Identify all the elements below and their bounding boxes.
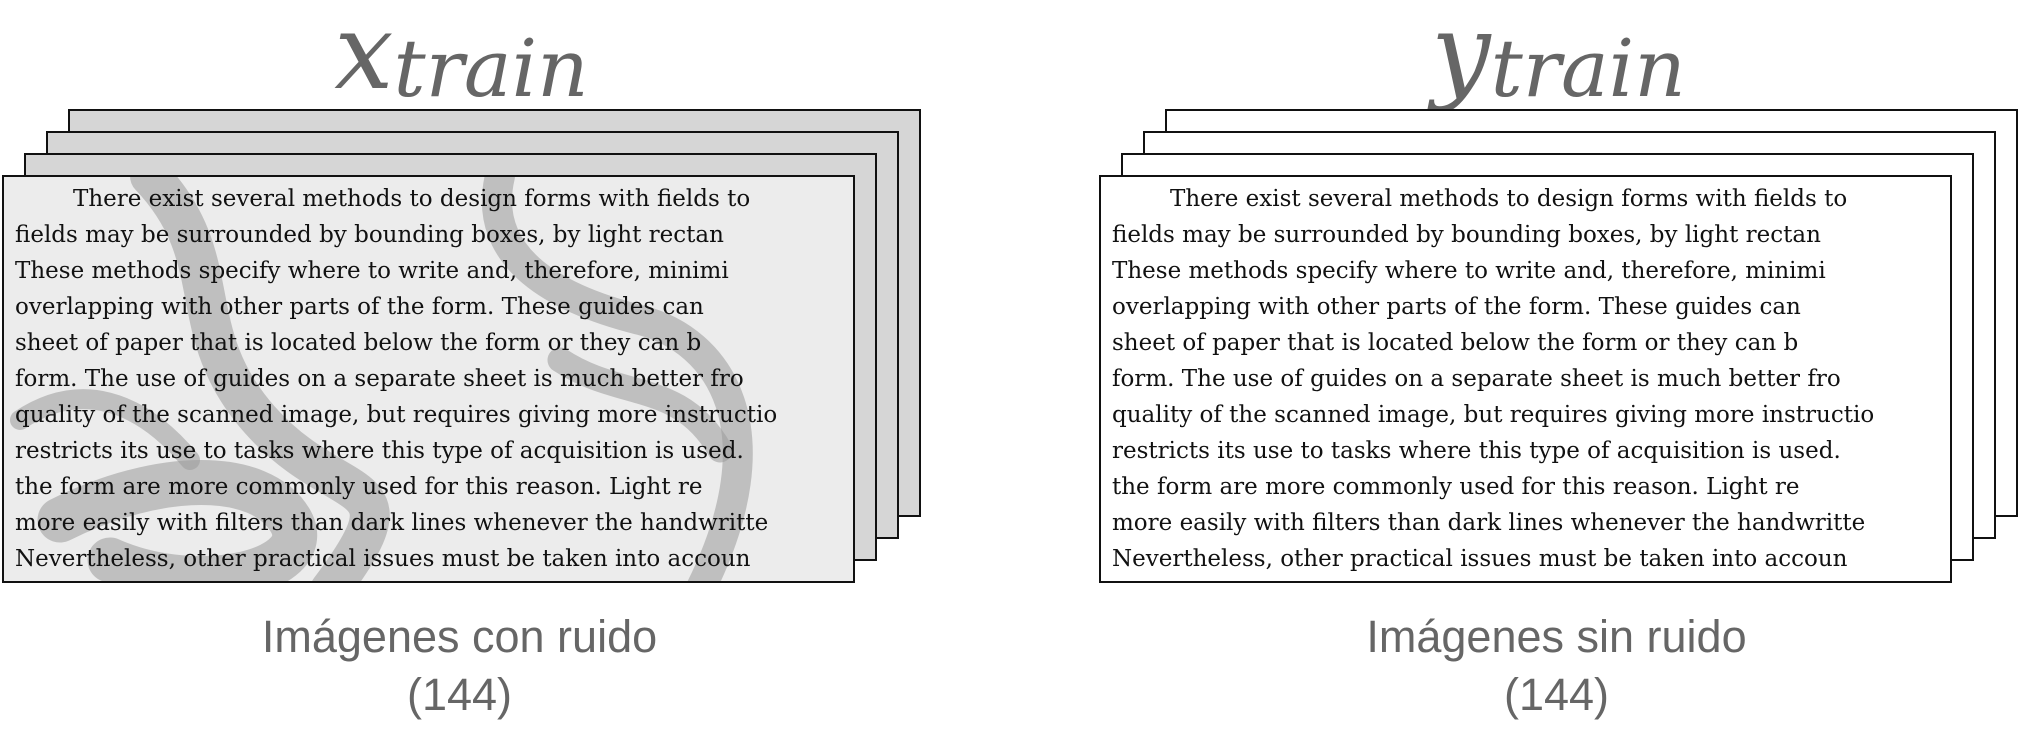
- text-line: fields may be surrounded by bounding box…: [1112, 222, 1821, 248]
- text-line: restricts its use to tasks where this ty…: [1112, 438, 1841, 464]
- text-line: more easily with filters than dark lines…: [15, 510, 768, 536]
- page-content: There exist several methods to design fo…: [10, 176, 777, 582]
- title-variable: x: [334, 0, 393, 113]
- text-line: form. The use of guides on a separate sh…: [15, 366, 744, 392]
- text-line: sheet of paper that is located below the…: [1112, 330, 1798, 356]
- panel: ytrain There exist several methods to des…: [1099, 0, 2018, 720]
- text-line: Nevertheless, other practical issues mus…: [1112, 546, 1848, 572]
- text-line: more easily with filters than dark lines…: [1112, 510, 1865, 536]
- title-subscript: train: [1491, 22, 1686, 115]
- text-line: These methods specify where to write and…: [1112, 258, 1826, 284]
- panel: xtrain There exist several methods to des…: [2, 0, 921, 720]
- page-front-border: [2, 175, 855, 583]
- text-line: overlapping with other parts of the form…: [1112, 294, 1801, 320]
- page-content: There exist several methods to design fo…: [1112, 186, 1874, 572]
- title-variable: y: [1427, 0, 1492, 113]
- text-line: quality of the scanned image, but requir…: [15, 402, 777, 428]
- title-subscript: train: [394, 22, 589, 115]
- caption: Imágenes sin ruido: [1366, 611, 1746, 662]
- noise-stain: [37, 460, 318, 582]
- text-line: There exist several methods to design fo…: [73, 186, 750, 212]
- text-line: form. The use of guides on a separate sh…: [1112, 366, 1841, 392]
- text-line: restricts its use to tasks where this ty…: [15, 438, 744, 464]
- noise-stain: [10, 389, 200, 470]
- panel-title: ytrain: [1427, 0, 1686, 115]
- text-line: overlapping with other parts of the form…: [15, 294, 704, 320]
- text-line: the form are more commonly used for this…: [1112, 474, 1800, 500]
- page-front-border: [1099, 175, 1952, 583]
- noise-stain: [481, 176, 753, 582]
- text-line: sheet of paper that is located below the…: [15, 330, 701, 356]
- text-line: Nevertheless, other practical issues mus…: [15, 546, 751, 572]
- text-line: These methods specify where to write and…: [15, 258, 729, 284]
- text-line: fields may be surrounded by bounding box…: [15, 222, 724, 248]
- text-line: quality of the scanned image, but requir…: [1112, 402, 1874, 428]
- text-line: There exist several methods to design fo…: [1170, 186, 1847, 212]
- count: (144): [407, 669, 512, 720]
- page-front: [1100, 176, 1951, 582]
- count: (144): [1504, 669, 1609, 720]
- caption: Imágenes con ruido: [262, 611, 657, 662]
- noise-stain: [547, 347, 733, 463]
- noise-stain: [130, 176, 390, 582]
- panel-title: xtrain: [334, 0, 588, 115]
- text-line: the form are more commonly used for this…: [15, 474, 703, 500]
